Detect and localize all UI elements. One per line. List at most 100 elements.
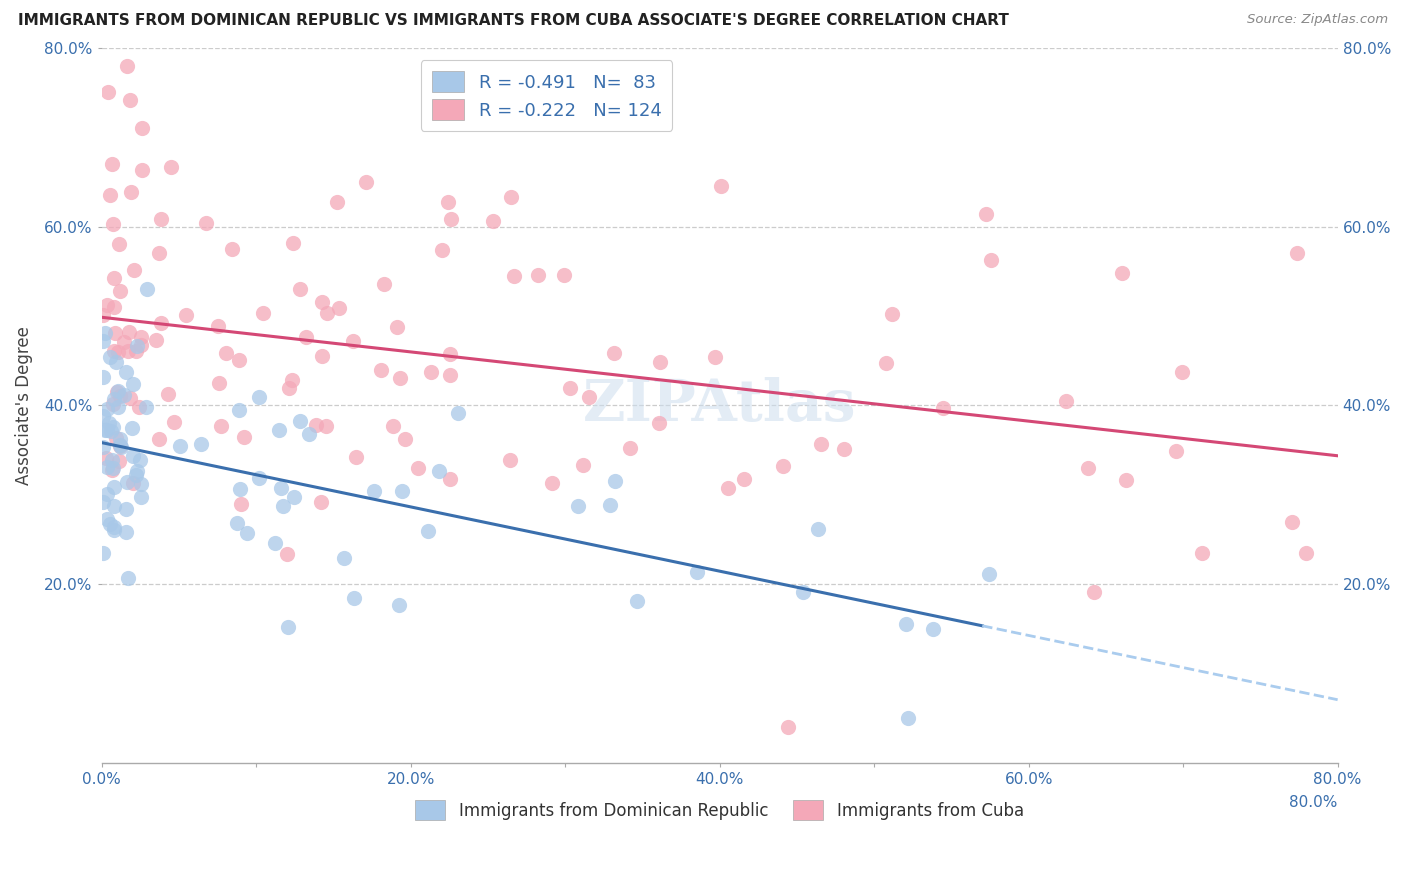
Point [233, 430, 256, 444]
Point [209, 418, 232, 433]
Point [270, 481, 292, 495]
Point [131, 120, 153, 135]
Point [309, 495, 332, 509]
Point [94, 326, 117, 340]
Point [578, 390, 600, 404]
Point [103, 300, 125, 314]
Point [381, 419, 404, 434]
Point [778, 720, 800, 734]
Point [129, 491, 152, 505]
Point [1191, 546, 1213, 560]
Point [103, 499, 125, 513]
Point [388, 371, 411, 385]
Point [501, 190, 523, 204]
Point [408, 460, 430, 475]
Point [117, 344, 139, 359]
Point [271, 499, 294, 513]
Point [419, 365, 441, 379]
Point [118, 325, 141, 339]
Point [91, 546, 114, 560]
Text: 80.0%: 80.0% [1289, 796, 1337, 810]
Point [526, 268, 548, 283]
Point [225, 516, 247, 530]
Point [1286, 246, 1309, 260]
Point [122, 377, 145, 392]
Point [93, 423, 115, 437]
Point [792, 584, 814, 599]
Point [439, 347, 461, 361]
Point [603, 346, 626, 360]
Point [311, 350, 333, 364]
Point [685, 566, 707, 580]
Point [482, 214, 505, 228]
Point [107, 344, 129, 359]
Point [117, 571, 139, 585]
Point [125, 343, 148, 358]
Point [91, 495, 114, 509]
Point [418, 524, 440, 538]
Point [105, 355, 128, 369]
Point [807, 522, 830, 536]
Point [100, 425, 122, 439]
Point [103, 520, 125, 534]
Point [932, 401, 955, 415]
Point [121, 449, 143, 463]
Point [128, 400, 150, 414]
Point [125, 468, 148, 483]
Point [174, 308, 197, 322]
Point [894, 617, 917, 632]
Point [101, 397, 124, 411]
Point [703, 351, 725, 365]
Point [149, 212, 172, 227]
Point [97, 85, 120, 99]
Point [131, 162, 153, 177]
Point [107, 400, 129, 414]
Point [135, 400, 157, 414]
Point [103, 343, 125, 358]
Point [354, 175, 377, 189]
Point [394, 433, 416, 447]
Point [148, 432, 170, 446]
Point [278, 381, 301, 395]
Point [288, 414, 311, 428]
Point [875, 356, 897, 370]
Point [114, 365, 136, 379]
Point [108, 454, 131, 468]
Point [247, 471, 270, 485]
Point [772, 458, 794, 473]
Point [977, 566, 1000, 581]
Point [437, 194, 460, 209]
Text: IMMIGRANTS FROM DOMINICAN REPUBLIC VS IMMIGRANTS FROM CUBA ASSOCIATE'S DEGREE CO: IMMIGRANTS FROM DOMINICAN REPUBLIC VS IM… [18, 13, 1010, 29]
Point [626, 594, 648, 608]
Point [97, 416, 120, 430]
Point [502, 268, 524, 283]
Point [131, 477, 153, 491]
Point [974, 207, 997, 221]
Point [108, 236, 131, 251]
Point [290, 283, 312, 297]
Point [599, 498, 621, 512]
Point [163, 416, 186, 430]
Point [103, 523, 125, 537]
Point [269, 423, 291, 437]
Point [1171, 365, 1194, 379]
Point [439, 368, 461, 382]
Point [427, 464, 450, 478]
Point [148, 245, 170, 260]
Point [567, 499, 589, 513]
Point [98, 350, 121, 364]
Point [108, 389, 131, 403]
Point [91, 440, 114, 454]
Point [277, 620, 299, 634]
Point [117, 475, 139, 489]
Point [122, 476, 145, 491]
Point [145, 333, 167, 347]
Point [283, 235, 305, 250]
Y-axis label: Associate's Degree: Associate's Degree [15, 326, 32, 485]
Point [94, 451, 117, 466]
Point [112, 334, 135, 349]
Point [553, 268, 575, 283]
Point [446, 406, 468, 420]
Point [207, 376, 229, 391]
Point [1111, 266, 1133, 280]
